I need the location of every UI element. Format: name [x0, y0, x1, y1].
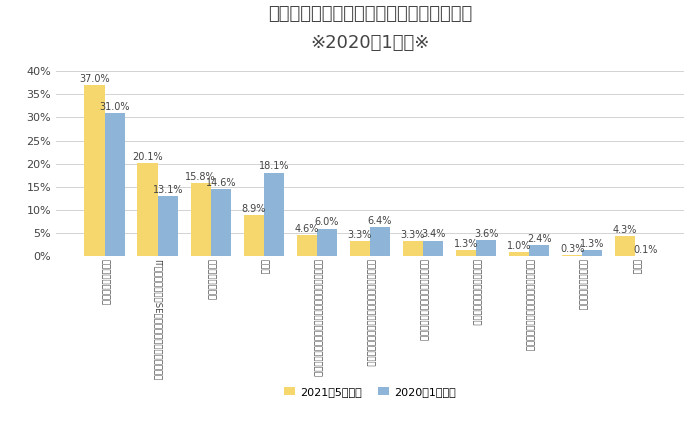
Bar	[509, 252, 529, 256]
Bar	[105, 113, 125, 256]
Text: 3.3%: 3.3%	[348, 230, 372, 240]
Text: 4.3%: 4.3%	[613, 225, 637, 235]
Text: 6.4%: 6.4%	[368, 216, 392, 225]
Bar	[191, 183, 211, 256]
Bar	[317, 229, 337, 256]
Title: 転職の際に魅力を感じる職種（単一回答）
※2020年1月比※: 転職の際に魅力を感じる職種（単一回答） ※2020年1月比※	[268, 5, 472, 52]
Text: 1.3%: 1.3%	[580, 239, 604, 249]
Text: 3.3%: 3.3%	[401, 230, 425, 240]
Bar	[264, 172, 284, 256]
Bar	[529, 245, 549, 256]
Text: 20.1%: 20.1%	[132, 152, 163, 162]
Bar	[158, 196, 178, 256]
Text: 18.1%: 18.1%	[259, 161, 289, 171]
Text: 0.3%: 0.3%	[560, 244, 584, 254]
Bar	[615, 236, 635, 256]
Text: 3.6%: 3.6%	[474, 229, 498, 239]
Text: 3.4%: 3.4%	[421, 229, 445, 240]
Text: 1.3%: 1.3%	[454, 239, 478, 249]
Bar	[562, 255, 582, 256]
Bar	[423, 240, 443, 256]
Text: 4.6%: 4.6%	[295, 224, 319, 234]
Bar	[476, 240, 496, 256]
Bar	[138, 163, 158, 256]
Text: 8.9%: 8.9%	[242, 204, 266, 214]
Text: 0.1%: 0.1%	[633, 245, 658, 255]
Text: 1.0%: 1.0%	[507, 240, 531, 251]
Bar	[244, 215, 264, 256]
Text: 6.0%: 6.0%	[315, 217, 339, 228]
Bar	[456, 250, 476, 256]
Bar	[297, 235, 317, 256]
Text: 15.8%: 15.8%	[185, 172, 216, 182]
Bar	[582, 250, 602, 256]
Bar	[84, 85, 105, 256]
Legend: 2021年5月調査, 2020年1月調査: 2021年5月調査, 2020年1月調査	[280, 382, 460, 401]
Text: 31.0%: 31.0%	[99, 102, 130, 112]
Text: 14.6%: 14.6%	[205, 178, 236, 187]
Text: 37.0%: 37.0%	[79, 74, 110, 84]
Bar	[211, 189, 231, 256]
Bar	[350, 241, 370, 256]
Bar	[370, 227, 390, 256]
Bar	[403, 241, 423, 256]
Text: 2.4%: 2.4%	[527, 234, 551, 244]
Text: 13.1%: 13.1%	[152, 185, 183, 194]
